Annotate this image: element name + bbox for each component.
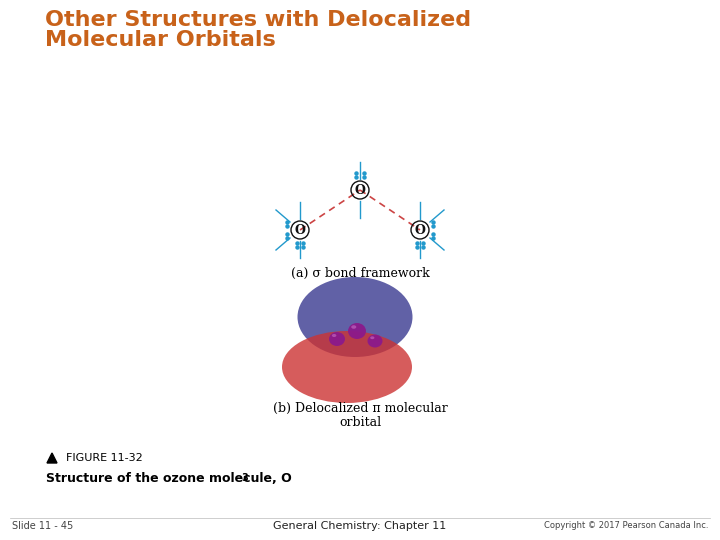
Ellipse shape xyxy=(348,323,366,339)
Ellipse shape xyxy=(370,336,374,339)
Text: 3: 3 xyxy=(241,473,248,483)
Text: General Chemistry: Chapter 11: General Chemistry: Chapter 11 xyxy=(274,521,446,531)
Ellipse shape xyxy=(329,332,345,346)
Ellipse shape xyxy=(332,334,336,337)
Text: FIGURE 11-32: FIGURE 11-32 xyxy=(66,453,143,463)
Ellipse shape xyxy=(351,325,356,329)
Ellipse shape xyxy=(367,334,382,348)
Polygon shape xyxy=(47,453,57,463)
Ellipse shape xyxy=(282,331,412,403)
Text: O: O xyxy=(294,224,305,237)
Text: Molecular Orbitals: Molecular Orbitals xyxy=(45,30,276,50)
Text: Slide 11 - 45: Slide 11 - 45 xyxy=(12,521,73,531)
Text: O: O xyxy=(354,184,366,197)
Text: orbital: orbital xyxy=(339,416,381,429)
Text: Other Structures with Delocalized: Other Structures with Delocalized xyxy=(45,10,471,30)
Ellipse shape xyxy=(297,277,413,357)
Text: (a) σ bond framework: (a) σ bond framework xyxy=(291,267,429,280)
Text: (b) Delocalized π molecular: (b) Delocalized π molecular xyxy=(273,402,447,415)
Text: Copyright © 2017 Pearson Canada Inc.: Copyright © 2017 Pearson Canada Inc. xyxy=(544,522,708,530)
Text: O: O xyxy=(415,224,426,237)
Text: Structure of the ozone molecule, O: Structure of the ozone molecule, O xyxy=(46,472,292,485)
